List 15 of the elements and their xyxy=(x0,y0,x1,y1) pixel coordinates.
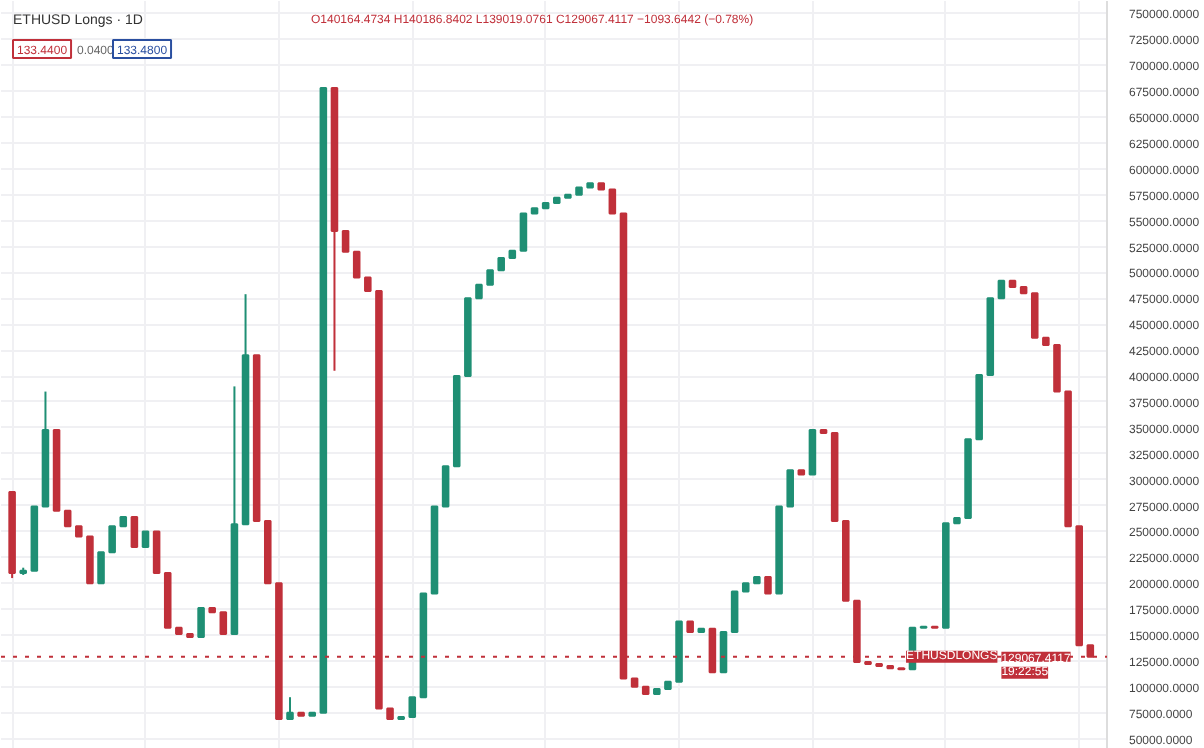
candlestick xyxy=(341,229,350,253)
candlestick xyxy=(519,212,528,252)
candlestick xyxy=(152,530,161,574)
candlestick xyxy=(219,611,228,635)
candlestick xyxy=(197,607,205,639)
candlestick xyxy=(130,515,139,548)
candlestick xyxy=(352,250,361,279)
candlestick xyxy=(441,465,450,508)
candlestick xyxy=(286,696,294,720)
candlestick xyxy=(97,551,105,585)
candlestick xyxy=(719,630,728,674)
candlestick xyxy=(108,525,116,554)
candlestick xyxy=(730,590,739,633)
candlestick xyxy=(608,188,617,215)
candlestick xyxy=(808,428,817,476)
